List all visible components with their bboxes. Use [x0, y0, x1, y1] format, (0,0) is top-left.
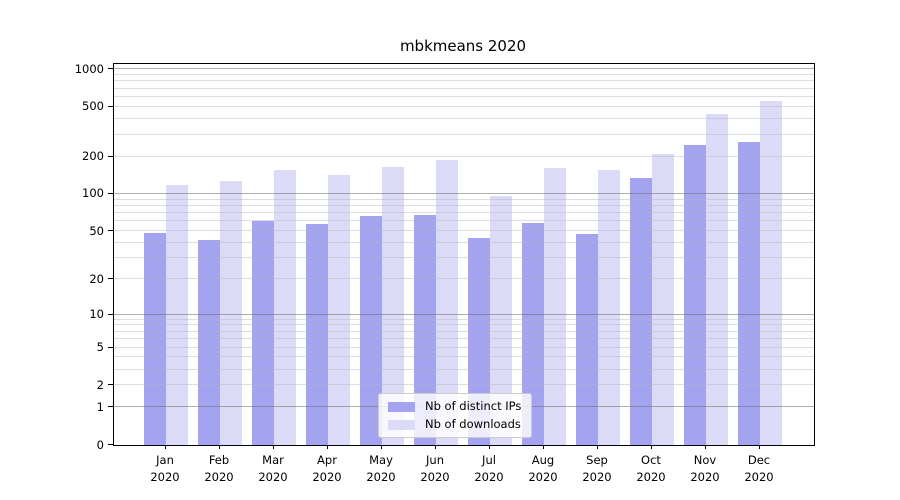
y-tick-10 — [108, 313, 113, 315]
y-tick-label-1000: 1000 — [74, 61, 104, 76]
x-tick-label-feb-2020: Feb 2020 — [204, 453, 234, 484]
bar-nb-of-distinct-ips-dec-2020 — [738, 141, 760, 445]
legend-swatch-nb-of-downloads — [388, 419, 415, 430]
x-tick-mar-2020 — [273, 445, 274, 449]
x-tick-oct-2020 — [651, 445, 652, 449]
x-tick-label-jan-2020: Jan 2020 — [150, 453, 180, 484]
bar-nb-of-downloads-may-2020 — [382, 166, 404, 445]
bar-nb-of-distinct-ips-may-2020 — [360, 216, 382, 445]
chart-title: mbkmeans 2020 — [399, 37, 527, 55]
y-tick-500 — [108, 105, 113, 107]
gridline-minor-800 — [114, 80, 814, 82]
bar-nb-of-distinct-ips-jun-2020 — [414, 214, 436, 445]
legend-item-nb-of-distinct-ips: Nb of distinct IPs — [388, 400, 521, 413]
gridline-major-1000 — [114, 68, 814, 70]
x-tick-dec-2020 — [759, 445, 760, 449]
y-tick-label-1: 1 — [96, 399, 104, 414]
bar-nb-of-distinct-ips-aug-2020 — [522, 223, 544, 445]
bar-nb-of-downloads-aug-2020 — [544, 167, 566, 445]
legend-swatch-nb-of-distinct-ips — [388, 401, 415, 412]
y-tick-label-100: 100 — [82, 186, 104, 201]
y-tick-label-20: 20 — [89, 271, 104, 286]
x-tick-label-dec-2020: Dec 2020 — [744, 453, 774, 484]
bar-nb-of-downloads-jan-2020 — [166, 185, 188, 445]
x-tick-jul-2020 — [489, 445, 490, 449]
x-tick-apr-2020 — [327, 445, 328, 449]
y-tick-label-200: 200 — [82, 149, 104, 164]
bar-nb-of-downloads-nov-2020 — [706, 113, 728, 445]
bar-nb-of-distinct-ips-jan-2020 — [144, 233, 166, 445]
x-tick-label-jul-2020: Jul 2020 — [474, 453, 504, 484]
y-tick-5 — [108, 346, 113, 348]
y-tick-label-5: 5 — [96, 340, 104, 355]
x-tick-label-oct-2020: Oct 2020 — [636, 453, 666, 484]
legend: Nb of distinct IPs Nb of downloads — [378, 393, 533, 438]
bar-nb-of-distinct-ips-apr-2020 — [306, 224, 328, 445]
bar-nb-of-distinct-ips-feb-2020 — [198, 240, 220, 445]
bar-nb-of-downloads-mar-2020 — [274, 170, 296, 445]
y-tick-0 — [108, 444, 113, 445]
legend-label-nb-of-downloads: Nb of downloads — [425, 417, 521, 431]
y-tick-label-500: 500 — [82, 99, 104, 114]
x-tick-label-may-2020: May 2020 — [366, 453, 396, 484]
x-tick-may-2020 — [381, 445, 382, 449]
x-tick-label-sep-2020: Sep 2020 — [582, 453, 612, 484]
y-tick-1000 — [108, 68, 113, 70]
y-tick-2 — [108, 384, 113, 386]
bar-nb-of-downloads-feb-2020 — [220, 181, 242, 445]
plot-area: Nb of distinct IPs Nb of downloads — [113, 63, 815, 446]
x-tick-feb-2020 — [219, 445, 220, 449]
bar-nb-of-downloads-apr-2020 — [328, 175, 350, 445]
gridline-minor-500 — [114, 105, 814, 107]
bar-nb-of-downloads-sep-2020 — [598, 169, 620, 445]
bar-nb-of-downloads-jun-2020 — [436, 160, 458, 445]
bar-nb-of-distinct-ips-sep-2020 — [576, 234, 598, 445]
gridline-minor-900 — [114, 73, 814, 75]
x-tick-jun-2020 — [435, 445, 436, 449]
y-tick-20 — [108, 278, 113, 280]
bar-nb-of-distinct-ips-nov-2020 — [684, 144, 706, 445]
bar-nb-of-distinct-ips-mar-2020 — [252, 220, 274, 445]
x-tick-label-aug-2020: Aug 2020 — [528, 453, 558, 484]
y-tick-label-2: 2 — [96, 377, 104, 392]
x-tick-sep-2020 — [597, 445, 598, 449]
bar-nb-of-downloads-dec-2020 — [760, 101, 782, 445]
legend-item-nb-of-downloads: Nb of downloads — [388, 418, 521, 431]
x-tick-aug-2020 — [543, 445, 544, 449]
legend-label-nb-of-distinct-ips: Nb of distinct IPs — [425, 399, 522, 413]
x-tick-jan-2020 — [165, 445, 166, 449]
y-tick-label-0: 0 — [96, 437, 104, 452]
gridline-minor-700 — [114, 87, 814, 89]
x-tick-label-nov-2020: Nov 2020 — [690, 453, 720, 484]
y-tick-200 — [108, 155, 113, 157]
y-tick-1 — [108, 406, 113, 408]
x-tick-label-jun-2020: Jun 2020 — [420, 453, 450, 484]
x-tick-nov-2020 — [705, 445, 706, 449]
gridline-minor-600 — [114, 95, 814, 97]
y-tick-label-50: 50 — [89, 223, 104, 238]
y-tick-label-10: 10 — [89, 307, 104, 322]
x-tick-label-mar-2020: Mar 2020 — [258, 453, 288, 484]
bar-nb-of-downloads-oct-2020 — [652, 153, 674, 445]
bar-nb-of-downloads-jul-2020 — [490, 195, 512, 445]
y-tick-100 — [108, 192, 113, 194]
y-tick-50 — [108, 230, 113, 232]
bar-nb-of-distinct-ips-oct-2020 — [630, 178, 652, 445]
x-tick-label-apr-2020: Apr 2020 — [312, 453, 342, 484]
